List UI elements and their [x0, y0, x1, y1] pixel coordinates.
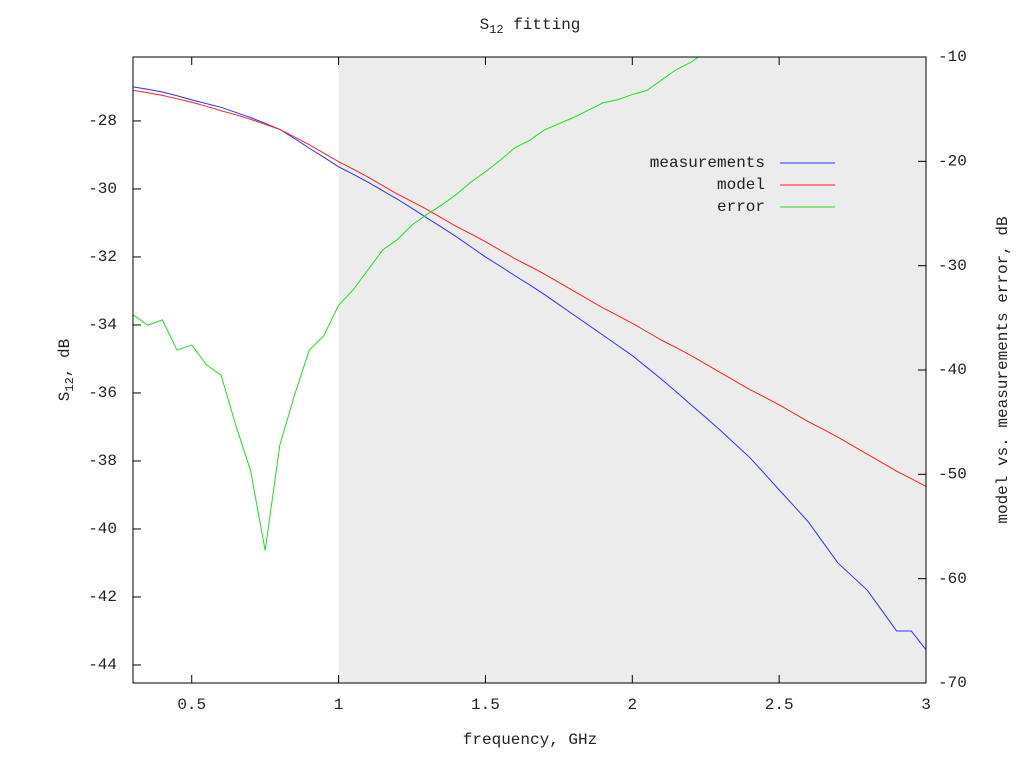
y2-tick-label: -10	[938, 48, 967, 66]
y-label-subscript: 12	[63, 377, 77, 391]
y-label-rest: , dB	[56, 339, 74, 377]
y-tick-label: -38	[88, 452, 117, 470]
y2-tick-label: -50	[938, 466, 967, 484]
legend-label: measurements	[650, 154, 765, 172]
y2-tick-label: -40	[938, 361, 967, 379]
series-line	[133, 89, 926, 487]
y-tick-label: -42	[88, 588, 117, 606]
y2-tick-label: -60	[938, 570, 967, 588]
y-axis-label: S12, dB	[56, 339, 77, 401]
x-tick-label: 1	[334, 696, 344, 714]
y-tick-label: -32	[88, 248, 117, 266]
plot-lines	[133, 57, 926, 650]
y2-tick-label: -70	[938, 674, 967, 692]
y-tick-label: -40	[88, 520, 117, 538]
chart-title: S12 fitting	[480, 16, 581, 37]
plot-border	[132, 56, 927, 684]
y2-tick-label: -20	[938, 153, 967, 171]
x-axis-label: frequency, GHz	[463, 731, 597, 749]
series-line	[133, 57, 700, 551]
y2-axis-label: model vs. measurements error, dB	[994, 216, 1012, 523]
x-tick-label: 2.5	[765, 696, 794, 714]
y-tick-label: -30	[88, 180, 117, 198]
x-tick-label: 3	[921, 696, 931, 714]
y-label-base: S	[56, 392, 74, 402]
x-tick-label: 1.5	[471, 696, 500, 714]
x-tick-label: 0.5	[177, 696, 206, 714]
x-tick-label: 2	[627, 696, 637, 714]
legend-label: error	[717, 198, 765, 216]
y-tick-label: -28	[88, 112, 117, 130]
series-line	[133, 86, 926, 650]
title-subscript: 12	[489, 23, 503, 37]
legend-label: model	[717, 176, 765, 194]
title-base: S	[480, 16, 490, 34]
y-tick-label: -44	[88, 656, 117, 674]
shaded-region	[338, 57, 926, 683]
y2-tick-label: -30	[938, 257, 967, 275]
y-tick-label: -34	[88, 316, 117, 334]
title-rest: fitting	[504, 16, 581, 34]
y-tick-label: -36	[88, 384, 117, 402]
